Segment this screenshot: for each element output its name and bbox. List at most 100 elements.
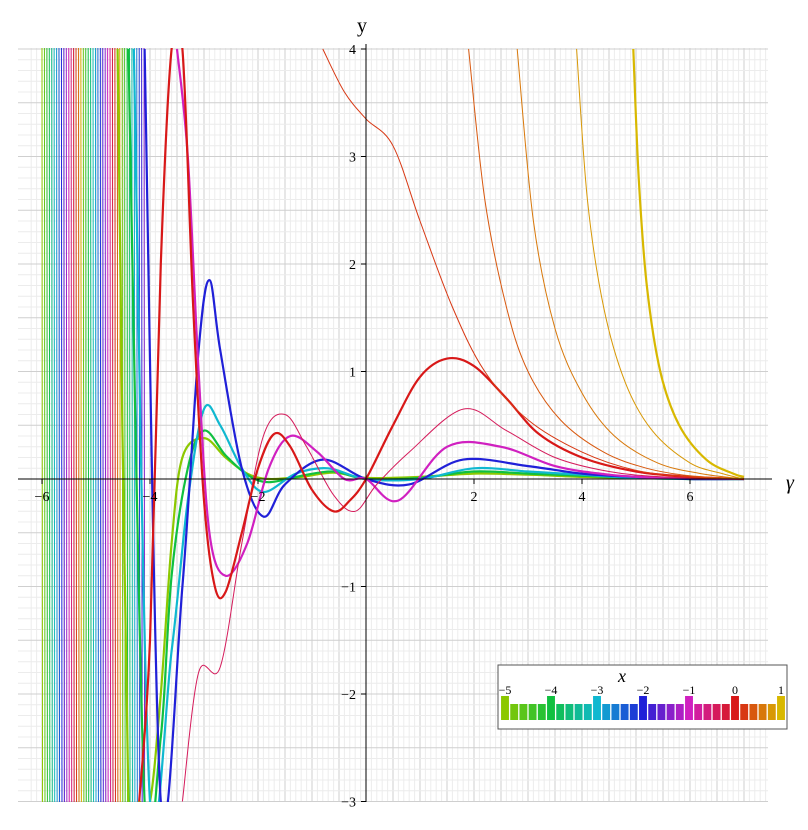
legend-tick-label: −2 (637, 683, 650, 697)
chart-axes (18, 44, 772, 802)
legend-tick-label: 0 (732, 683, 738, 697)
series-line (143, 48, 146, 802)
legend-bar (749, 704, 758, 720)
legend-bar (639, 696, 647, 720)
legend-bar (657, 704, 666, 720)
legend-bar (648, 704, 657, 720)
series-line (468, 48, 745, 480)
legend-bar (611, 704, 620, 720)
series-line (82, 48, 85, 802)
legend-bar (501, 696, 509, 720)
legend-bar (666, 704, 675, 720)
series-line (53, 48, 56, 802)
series-line (107, 48, 109, 802)
series-line (114, 48, 116, 802)
legend-tick-label: −3 (591, 683, 604, 697)
series-line (94, 48, 97, 802)
legend-bar (574, 704, 583, 720)
x-axis-label: γ (786, 472, 795, 494)
y-tick-label: −2 (341, 688, 356, 703)
legend-tick-label: −4 (545, 683, 558, 697)
series-line (92, 48, 95, 802)
legend-bar (777, 696, 785, 720)
series-line (77, 48, 80, 802)
legend-bar (721, 704, 730, 720)
legend-tick-label: −1 (683, 683, 696, 697)
series-line (99, 48, 102, 802)
series-line (632, 48, 745, 478)
oscillation-band (41, 48, 146, 802)
legend-bar (731, 696, 739, 720)
legend-bar (685, 696, 693, 720)
chart-curves (41, 48, 745, 802)
legend-bar (703, 704, 712, 720)
series-line (124, 48, 126, 802)
series-line (75, 48, 78, 802)
series-line (97, 48, 99, 802)
series-line (58, 48, 61, 802)
series-line (43, 48, 46, 802)
series-line (175, 48, 745, 577)
legend-bar (528, 704, 537, 720)
series-line (73, 48, 75, 802)
series-line (70, 48, 73, 802)
legend-bar (519, 704, 528, 720)
series-line (109, 48, 112, 802)
series-line (85, 48, 87, 802)
series-line (51, 48, 53, 802)
x-tick-label: −6 (35, 490, 50, 505)
series-line (90, 48, 92, 802)
x-tick-label: −4 (143, 490, 158, 505)
series-line (143, 48, 745, 802)
legend-bar (510, 704, 519, 720)
legend-bar (583, 704, 592, 720)
x-tick-label: −2 (251, 490, 266, 505)
y-tick-label: −1 (341, 581, 356, 596)
chart-ticks: −6 −4 −2 2 4 6 −3 −2 −1 1 2 3 4 (35, 43, 694, 811)
series-line (104, 48, 107, 802)
series-line (132, 48, 745, 802)
x-tick-label: 6 (687, 490, 694, 505)
series-line (111, 48, 114, 802)
series-line (116, 48, 119, 802)
legend-bar (712, 704, 721, 720)
legend-bar (758, 704, 767, 720)
y-tick-label: 4 (349, 43, 356, 58)
series-line (102, 48, 104, 802)
y-tick-label: 2 (349, 258, 356, 273)
series-line (138, 48, 745, 802)
series-line (576, 48, 745, 480)
series-line (131, 48, 133, 802)
series-line (126, 48, 129, 802)
series-line (60, 48, 63, 802)
series-line (63, 48, 65, 802)
series-line (41, 48, 44, 802)
legend-bar (602, 704, 611, 720)
series-line (56, 48, 58, 802)
legend-bar (740, 704, 749, 720)
legend-bar (767, 704, 776, 720)
legend-bar (547, 696, 555, 720)
y-axis-label: y (357, 15, 367, 37)
series-line (87, 48, 90, 802)
legend-bar (620, 704, 629, 720)
legend-bars (501, 696, 785, 720)
legend-ticks: −5 −4 −3 −2 −1 0 1 (499, 683, 784, 697)
x-tick-label: 4 (579, 490, 586, 505)
series-line (127, 48, 745, 802)
series-line (68, 48, 70, 802)
series-line (181, 408, 745, 802)
series-line (141, 48, 143, 802)
legend-bar (537, 704, 546, 720)
series-line (48, 48, 51, 802)
legend-tick-label: 1 (778, 683, 784, 697)
legend-bar (675, 704, 684, 720)
legend-tick-label: −5 (499, 683, 512, 697)
legend-bar (565, 704, 574, 720)
series-line (516, 48, 745, 480)
legend-title: x (617, 666, 626, 686)
series-line (65, 48, 68, 802)
y-tick-label: 1 (349, 366, 356, 381)
legend-bar (556, 704, 565, 720)
